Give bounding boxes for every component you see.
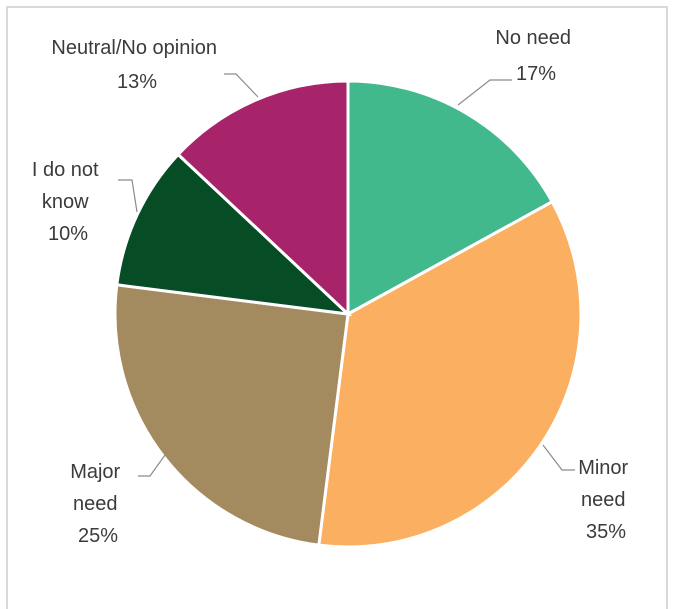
leader-i-do-not-know xyxy=(118,179,138,213)
label-minor-need: Minor need 35% xyxy=(578,457,634,543)
slice-minor-need xyxy=(317,199,583,549)
pie-slices xyxy=(113,79,583,549)
label-i-do-not-know: I do not know 10% xyxy=(32,159,104,245)
slice-no-need xyxy=(346,79,555,317)
leader-lines xyxy=(118,73,575,477)
label-major-need: Major need 25% xyxy=(70,461,126,547)
slice-neutral-no-opinion xyxy=(176,79,350,318)
chart-frame xyxy=(6,6,668,609)
slice-i-do-not-know xyxy=(115,152,353,317)
label-no-need: No need 17% xyxy=(495,27,576,85)
leader-major-need xyxy=(138,454,166,477)
label-neutral-no-opinion: Neutral/No opinion 13% xyxy=(51,37,222,93)
leader-minor-need xyxy=(542,444,575,471)
slice-major-need xyxy=(113,283,350,547)
leader-no-need xyxy=(457,79,512,106)
leader-neutral xyxy=(224,73,259,98)
